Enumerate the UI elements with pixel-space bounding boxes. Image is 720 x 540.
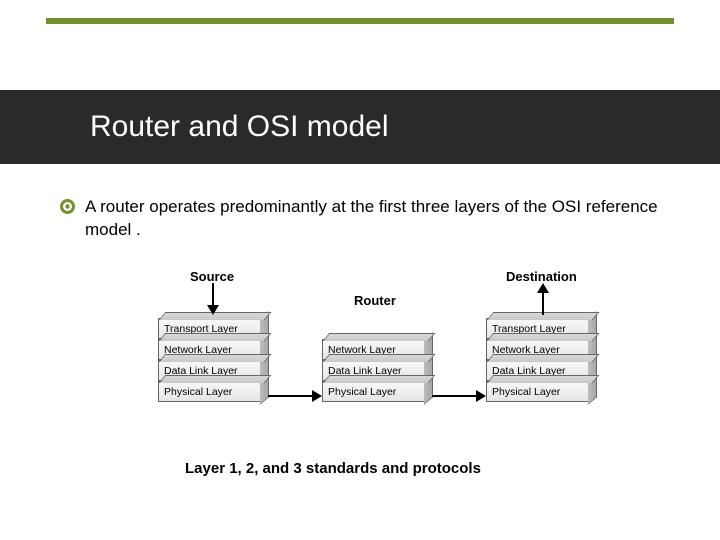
bullet-icon bbox=[60, 199, 75, 214]
arrow-h2 bbox=[432, 389, 488, 403]
diagram-caption: Layer 1, 2, and 3 standards and protocol… bbox=[185, 460, 481, 477]
label-source: Source bbox=[190, 269, 234, 284]
title-band: Router and OSI model bbox=[0, 90, 720, 164]
label-router: Router bbox=[354, 293, 396, 308]
layer-box: Physical Layer bbox=[486, 381, 590, 402]
accent-bar bbox=[46, 18, 674, 24]
arrow-h1 bbox=[268, 389, 324, 403]
body-area: A router operates predominantly at the f… bbox=[60, 196, 660, 242]
label-destination: Destination bbox=[506, 269, 577, 284]
slide-title: Router and OSI model bbox=[90, 110, 389, 144]
arrow-up bbox=[536, 283, 550, 317]
bullet-text: A router operates predominantly at the f… bbox=[85, 196, 660, 242]
layer-box: Physical Layer bbox=[158, 381, 262, 402]
layer-box: Physical Layer bbox=[322, 381, 426, 402]
arrow-down bbox=[206, 283, 220, 317]
osi-diagram: Source Router Destination Transport Laye… bbox=[150, 273, 610, 443]
bullet-item: A router operates predominantly at the f… bbox=[60, 196, 660, 242]
